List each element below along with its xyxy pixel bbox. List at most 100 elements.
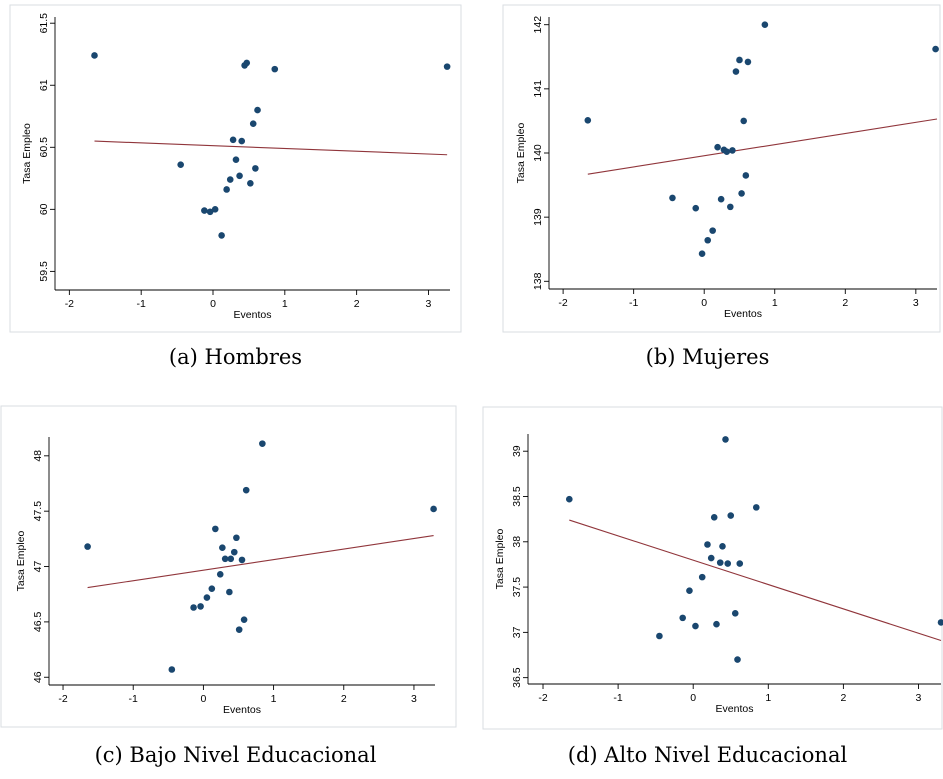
x-tick-label: -1 [129,693,138,705]
y-axis-title: Tasa Empleo [515,122,527,183]
y-tick-label: 46.5 [32,612,44,633]
fit-line [569,519,942,642]
data-point [242,486,250,494]
data-point [206,208,214,216]
panel-bajo-nivel-educacional: -2 -1 0 1 2 3 46 46.5 47 47.5 48 Eventos Tasa Empleo… [0,390,471,779]
scatter-plot: -2 -1 0 1 2 3 138 139 140 141 142 Eventos Tasa Emple… [502,4,941,333]
x-tick-label: 2 [341,693,347,705]
data-point [727,203,734,211]
data-point [177,161,184,168]
data-point [710,514,718,521]
chart-caption: (d) Alto Nivel Educacional [567,743,848,767]
fit-line [587,118,938,175]
data-point [704,541,711,548]
chart-caption: (c) Bajo Nivel Educacional [94,743,377,767]
data-point [247,179,254,187]
data-point [698,250,706,258]
x-tick-label: 1 [765,692,771,704]
data-point [692,622,699,630]
data-point [254,106,261,114]
panel-hombres: -2 -1 0 1 2 3 59.5 60 60.5 61 61.5 Eventos Tasa Empl… [0,0,471,390]
data-point [168,666,176,673]
data-point [727,512,735,519]
y-tick-label: 48 [32,450,44,462]
x-tick-label: 2 [354,298,360,310]
data-point [271,65,279,73]
data-point [249,120,257,128]
data-point [686,587,693,595]
y-tick-label: 46 [32,671,44,683]
fit-line [87,534,434,589]
data-point [679,614,686,622]
data-point [717,195,725,203]
data-point [669,194,676,202]
data-point [566,495,573,503]
data-point [740,117,748,125]
data-point [430,505,437,513]
y-tick-label: 61.5 [38,13,50,34]
x-axis-title: Eventos [724,308,762,320]
data-point [723,148,731,156]
y-tick-label: 47 [32,561,44,573]
data-point [719,543,726,550]
data-point [704,236,712,244]
y-tick-label: 47.5 [32,501,44,522]
data-point [232,156,240,164]
x-tick-label: 2 [842,297,848,309]
x-tick-label: -2 [538,692,547,704]
data-point [203,594,211,601]
fit-line [94,140,448,156]
data-point [212,525,219,533]
data-point [235,626,243,633]
data-point [252,165,259,172]
data-point [736,56,743,64]
x-axis-title: Eventos [223,704,261,716]
data-point [713,620,720,628]
data-point [221,555,229,563]
panel-alto-nivel-educacional: -2 -1 0 1 2 3 36.5 37 37.5 38 38.5 39 Eventos Tasa Em… [472,390,943,779]
data-point [937,619,943,626]
data-point [707,554,715,562]
plot-frame [9,4,462,333]
data-point [227,555,235,563]
y-tick-label: 37 [511,626,523,638]
data-point [233,534,240,542]
data-point [226,588,233,596]
data-point [84,543,91,550]
data-point [216,570,224,578]
data-point [731,610,739,617]
data-point [714,143,721,151]
data-point [709,227,716,234]
chart-caption: (a) Hombres [168,345,303,369]
y-axis-title: Tasa Empleo [494,528,506,589]
x-tick-label: -2 [65,298,74,310]
data-point [732,68,740,75]
y-tick-label: 138 [532,272,544,290]
x-tick-label: 0 [210,298,216,310]
scatter-plot: -2 -1 0 1 2 3 46 46.5 47 47.5 48 Eventos Tasa Empleo [0,405,457,728]
y-tick-label: 60.5 [38,137,50,158]
plot-frame [482,406,943,730]
data-point [236,172,243,180]
x-axis-title: Eventos [716,703,754,715]
data-point [752,504,760,511]
data-point [722,436,729,443]
data-point [219,544,226,552]
data-point [238,556,246,564]
data-point [729,147,736,154]
plot-frame [502,4,941,333]
y-tick-label: 139 [532,208,544,226]
x-tick-label: 1 [282,298,288,310]
y-tick-label: 61 [38,79,50,91]
y-tick-label: 60 [38,203,50,215]
data-point [584,116,592,124]
scatter-plot: -2 -1 0 1 2 3 59.5 60 60.5 61 61.5 Eventos Tasa Empl… [9,4,462,333]
data-point [698,573,706,581]
x-tick-label: 1 [772,297,778,309]
data-point [211,206,219,213]
data-point [443,63,451,70]
y-tick-label: 141 [532,80,544,98]
data-point [190,604,197,611]
y-tick-label: 39 [511,445,523,457]
data-point [259,440,266,447]
